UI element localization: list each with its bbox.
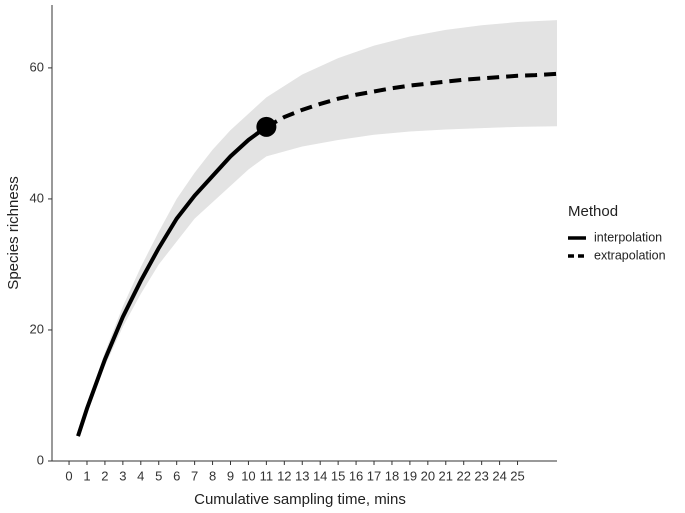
x-tick-label: 10 bbox=[241, 468, 255, 483]
x-tick-label: 19 bbox=[403, 468, 417, 483]
x-tick-label: 23 bbox=[474, 468, 488, 483]
x-tick-label: 17 bbox=[367, 468, 381, 483]
x-tick-label: 5 bbox=[155, 468, 162, 483]
x-tick-label: 16 bbox=[349, 468, 363, 483]
x-tick-label: 0 bbox=[65, 468, 72, 483]
x-tick-label: 6 bbox=[173, 468, 180, 483]
x-tick-label: 18 bbox=[385, 468, 399, 483]
x-tick-label: 4 bbox=[137, 468, 144, 483]
x-tick-label: 2 bbox=[101, 468, 108, 483]
y-tick-label: 60 bbox=[30, 59, 44, 74]
x-tick-label: 7 bbox=[191, 468, 198, 483]
series-line bbox=[76, 125, 268, 437]
x-tick-label: 9 bbox=[227, 468, 234, 483]
x-tick-label: 21 bbox=[439, 468, 453, 483]
x-tick-label: 15 bbox=[331, 468, 345, 483]
x-tick-label: 11 bbox=[260, 468, 274, 483]
x-tick-label: 20 bbox=[421, 468, 435, 483]
legend-label: interpolation bbox=[594, 230, 662, 244]
y-axis-title: Species richness bbox=[5, 176, 22, 289]
legend-title: Method bbox=[568, 203, 618, 220]
x-tick-label: 1 bbox=[83, 468, 90, 483]
y-tick-label: 0 bbox=[37, 452, 44, 467]
x-axis-title: Cumulative sampling time, mins bbox=[194, 491, 406, 508]
confidence-band bbox=[78, 20, 557, 439]
x-tick-label: 13 bbox=[295, 468, 309, 483]
x-tick-label: 12 bbox=[277, 468, 291, 483]
observed-point bbox=[256, 116, 277, 137]
x-tick-label: 3 bbox=[119, 468, 126, 483]
y-tick-label: 20 bbox=[30, 321, 44, 336]
x-tick-label: 8 bbox=[209, 468, 216, 483]
x-tick-label: 24 bbox=[492, 468, 506, 483]
x-tick-label: 22 bbox=[456, 468, 470, 483]
x-tick-label: 14 bbox=[313, 468, 327, 483]
y-tick-label: 40 bbox=[30, 190, 44, 205]
legend-label: extrapolation bbox=[594, 248, 666, 262]
x-tick-label: 25 bbox=[510, 468, 524, 483]
